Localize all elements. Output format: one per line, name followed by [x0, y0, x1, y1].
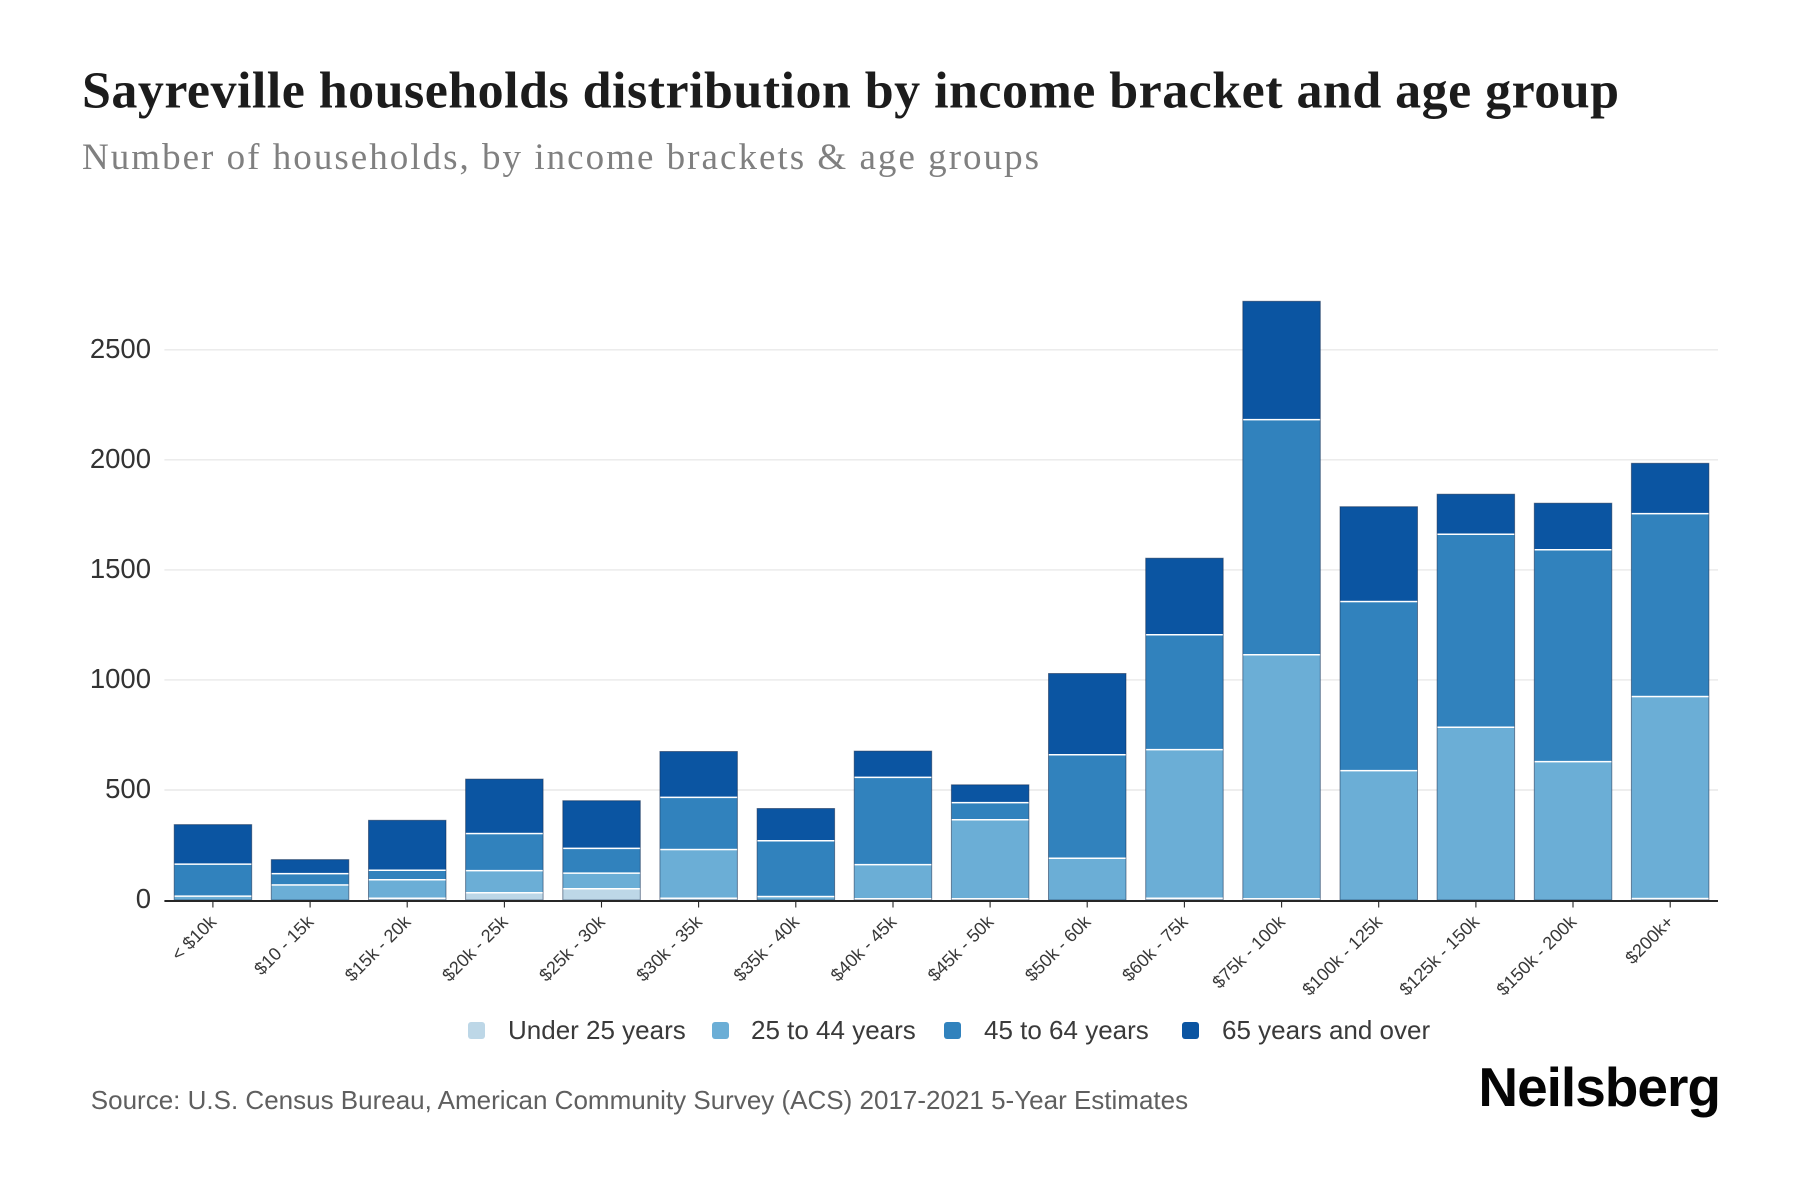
svg-text:500: 500 [105, 773, 151, 804]
svg-text:Sayreville households distribu: Sayreville households distribution by in… [82, 63, 1619, 120]
svg-text:65 years and over: 65 years and over [1222, 1015, 1430, 1045]
svg-text:25 to 44 years: 25 to 44 years [751, 1015, 916, 1045]
svg-text:Neilsberg: Neilsberg [1478, 1056, 1720, 1118]
svg-text:2000: 2000 [90, 443, 151, 474]
svg-text:0: 0 [136, 883, 151, 914]
svg-text:1000: 1000 [90, 663, 151, 694]
svg-text:Number of households, by incom: Number of households, by income brackets… [82, 137, 1039, 178]
svg-text:1500: 1500 [90, 553, 151, 584]
svg-text:45 to 64 years: 45 to 64 years [984, 1015, 1149, 1045]
svg-text:2500: 2500 [90, 333, 151, 364]
svg-text:Under 25 years: Under 25 years [508, 1015, 686, 1045]
svg-text:Source: U.S. Census Bureau, Am: Source: U.S. Census Bureau, American Com… [91, 1085, 1188, 1115]
